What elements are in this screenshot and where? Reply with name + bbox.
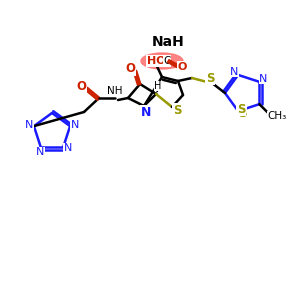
Text: N: N	[25, 120, 33, 130]
Text: S: S	[237, 103, 245, 116]
Text: CH₃: CH₃	[268, 111, 287, 121]
Text: H: H	[154, 81, 162, 91]
Text: N: N	[36, 147, 44, 158]
Text: S: S	[173, 103, 181, 116]
Text: NH: NH	[107, 86, 123, 96]
Text: N: N	[259, 74, 268, 84]
Text: NaH: NaH	[152, 35, 184, 49]
Text: C: C	[163, 56, 171, 66]
Text: S: S	[238, 106, 246, 120]
Ellipse shape	[141, 53, 183, 69]
Text: N: N	[64, 143, 72, 153]
Text: N: N	[71, 120, 79, 130]
Text: N: N	[141, 106, 151, 118]
Text: N: N	[230, 67, 238, 77]
Text: HO: HO	[147, 56, 165, 66]
Text: O: O	[177, 62, 187, 72]
Text: O: O	[76, 80, 86, 94]
Text: S: S	[206, 71, 214, 85]
Text: O: O	[125, 62, 135, 76]
